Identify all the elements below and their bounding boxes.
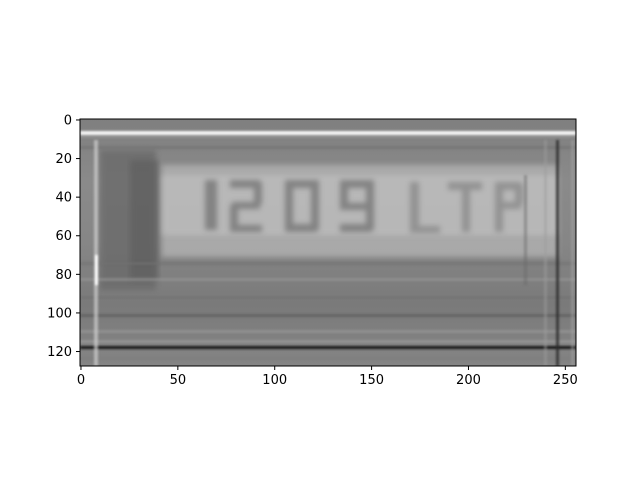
x-tick-label: 150 bbox=[359, 373, 384, 388]
x-axis: 0 50 100 150 200 250 bbox=[77, 366, 578, 388]
x-tick-label: 250 bbox=[553, 373, 578, 388]
y-tick-label: 0 bbox=[64, 113, 72, 128]
x-tick-label: 100 bbox=[262, 373, 287, 388]
x-tick-label: 200 bbox=[456, 373, 481, 388]
x-tick-label: 0 bbox=[77, 373, 85, 388]
y-tick-label: 80 bbox=[55, 268, 72, 283]
y-axis: 0 20 40 60 80 100 120 bbox=[47, 113, 80, 360]
y-tick-label: 100 bbox=[47, 306, 72, 321]
y-tick-label: 20 bbox=[55, 152, 72, 167]
y-tick-label: 60 bbox=[55, 229, 72, 244]
x-tick-label: 50 bbox=[170, 373, 187, 388]
y-tick-label: 120 bbox=[47, 345, 72, 360]
axes-frame bbox=[79, 118, 577, 367]
heatmap-image bbox=[80, 119, 576, 366]
y-tick-label: 40 bbox=[55, 191, 72, 206]
